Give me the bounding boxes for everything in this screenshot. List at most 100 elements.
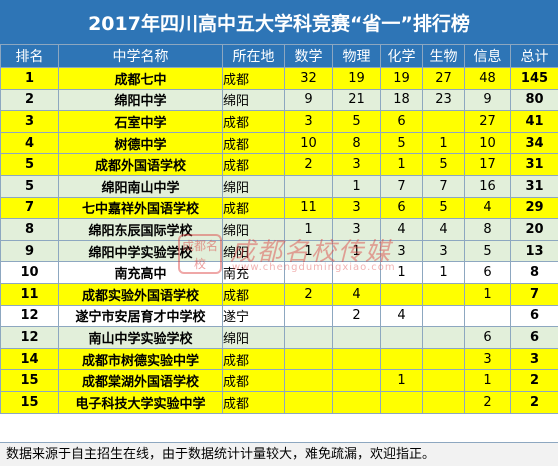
biology-cell <box>423 370 465 392</box>
chemistry-cell <box>381 391 423 413</box>
chemistry-cell <box>381 283 423 305</box>
math-cell: 9 <box>285 89 333 111</box>
total-cell: 6 <box>511 327 558 349</box>
math-cell: 1 <box>285 240 333 262</box>
rank-cell: 3 <box>1 111 59 133</box>
total-cell: 7 <box>511 283 558 305</box>
chemistry-cell: 19 <box>381 68 423 90</box>
location-cell: 绵阳 <box>223 89 285 111</box>
location-cell: 成都 <box>223 283 285 305</box>
col-header-informatics: 信息 <box>465 45 511 68</box>
rank-cell: 15 <box>1 391 59 413</box>
informatics-cell: 4 <box>465 197 511 219</box>
location-cell: 绵阳 <box>223 175 285 197</box>
physics-cell: 4 <box>333 283 381 305</box>
physics-cell: 3 <box>333 154 381 176</box>
biology-cell <box>423 283 465 305</box>
rank-cell: 14 <box>1 348 59 370</box>
chemistry-cell: 4 <box>381 219 423 241</box>
informatics-cell: 9 <box>465 89 511 111</box>
math-cell <box>285 262 333 284</box>
location-cell: 绵阳 <box>223 240 285 262</box>
chemistry-cell: 5 <box>381 132 423 154</box>
location-cell: 成都 <box>223 68 285 90</box>
chemistry-cell: 1 <box>381 262 423 284</box>
total-cell: 3 <box>511 348 558 370</box>
math-cell: 2 <box>285 283 333 305</box>
location-cell: 成都 <box>223 154 285 176</box>
school-name-cell: 石室中学 <box>59 111 223 133</box>
physics-cell <box>333 262 381 284</box>
col-header-chemistry: 化学 <box>381 45 423 68</box>
rank-cell: 12 <box>1 305 59 327</box>
school-name-cell: 成都市树德实验中学 <box>59 348 223 370</box>
total-cell: 80 <box>511 89 558 111</box>
informatics-cell: 16 <box>465 175 511 197</box>
location-cell: 成都 <box>223 197 285 219</box>
informatics-cell: 10 <box>465 132 511 154</box>
location-cell: 遂宁 <box>223 305 285 327</box>
rank-cell: 4 <box>1 132 59 154</box>
col-header-physics: 物理 <box>333 45 381 68</box>
chemistry-cell: 6 <box>381 111 423 133</box>
informatics-cell <box>465 305 511 327</box>
informatics-cell: 6 <box>465 327 511 349</box>
rank-cell: 7 <box>1 197 59 219</box>
physics-cell <box>333 327 381 349</box>
school-name-cell: 绵阳东辰国际学校 <box>59 219 223 241</box>
math-cell <box>285 391 333 413</box>
school-name-cell: 成都外国语学校 <box>59 154 223 176</box>
total-cell: 8 <box>511 262 558 284</box>
physics-cell: 5 <box>333 111 381 133</box>
biology-cell: 4 <box>423 219 465 241</box>
school-name-cell: 南山中学实验学校 <box>59 327 223 349</box>
col-header-rank: 排名 <box>1 45 59 68</box>
biology-cell: 1 <box>423 262 465 284</box>
school-name-cell: 遂宁市安居育才中学校 <box>59 305 223 327</box>
total-cell: 29 <box>511 197 558 219</box>
total-cell: 34 <box>511 132 558 154</box>
col-header-total: 总计 <box>511 45 558 68</box>
total-cell: 6 <box>511 305 558 327</box>
chemistry-cell: 3 <box>381 240 423 262</box>
rank-cell: 5 <box>1 175 59 197</box>
location-cell: 绵阳 <box>223 219 285 241</box>
biology-cell <box>423 391 465 413</box>
rank-cell: 5 <box>1 154 59 176</box>
physics-cell: 21 <box>333 89 381 111</box>
biology-cell <box>423 111 465 133</box>
table-title: 2017年四川高中五大学科竞赛“省一”排行榜 <box>0 0 558 45</box>
physics-cell: 3 <box>333 197 381 219</box>
biology-cell <box>423 348 465 370</box>
source-note: 数据来源于自主招生在线，由于数据统计计量较大，难免疏漏，欢迎指正。 <box>0 442 558 466</box>
chemistry-cell: 4 <box>381 305 423 327</box>
total-cell: 31 <box>511 154 558 176</box>
biology-cell: 1 <box>423 132 465 154</box>
rank-cell: 11 <box>1 283 59 305</box>
math-cell: 32 <box>285 68 333 90</box>
total-cell: 20 <box>511 219 558 241</box>
informatics-cell: 6 <box>465 262 511 284</box>
chemistry-cell: 1 <box>381 154 423 176</box>
col-header-school: 中学名称 <box>59 45 223 68</box>
location-cell: 成都 <box>223 370 285 392</box>
location-cell: 成都 <box>223 111 285 133</box>
biology-cell: 5 <box>423 197 465 219</box>
location-cell: 绵阳 <box>223 327 285 349</box>
physics-cell <box>333 348 381 370</box>
rank-cell: 1 <box>1 68 59 90</box>
chemistry-cell: 18 <box>381 89 423 111</box>
school-name-cell: 树德中学 <box>59 132 223 154</box>
chemistry-cell: 7 <box>381 175 423 197</box>
rank-cell: 9 <box>1 240 59 262</box>
col-header-location: 所在地 <box>223 45 285 68</box>
